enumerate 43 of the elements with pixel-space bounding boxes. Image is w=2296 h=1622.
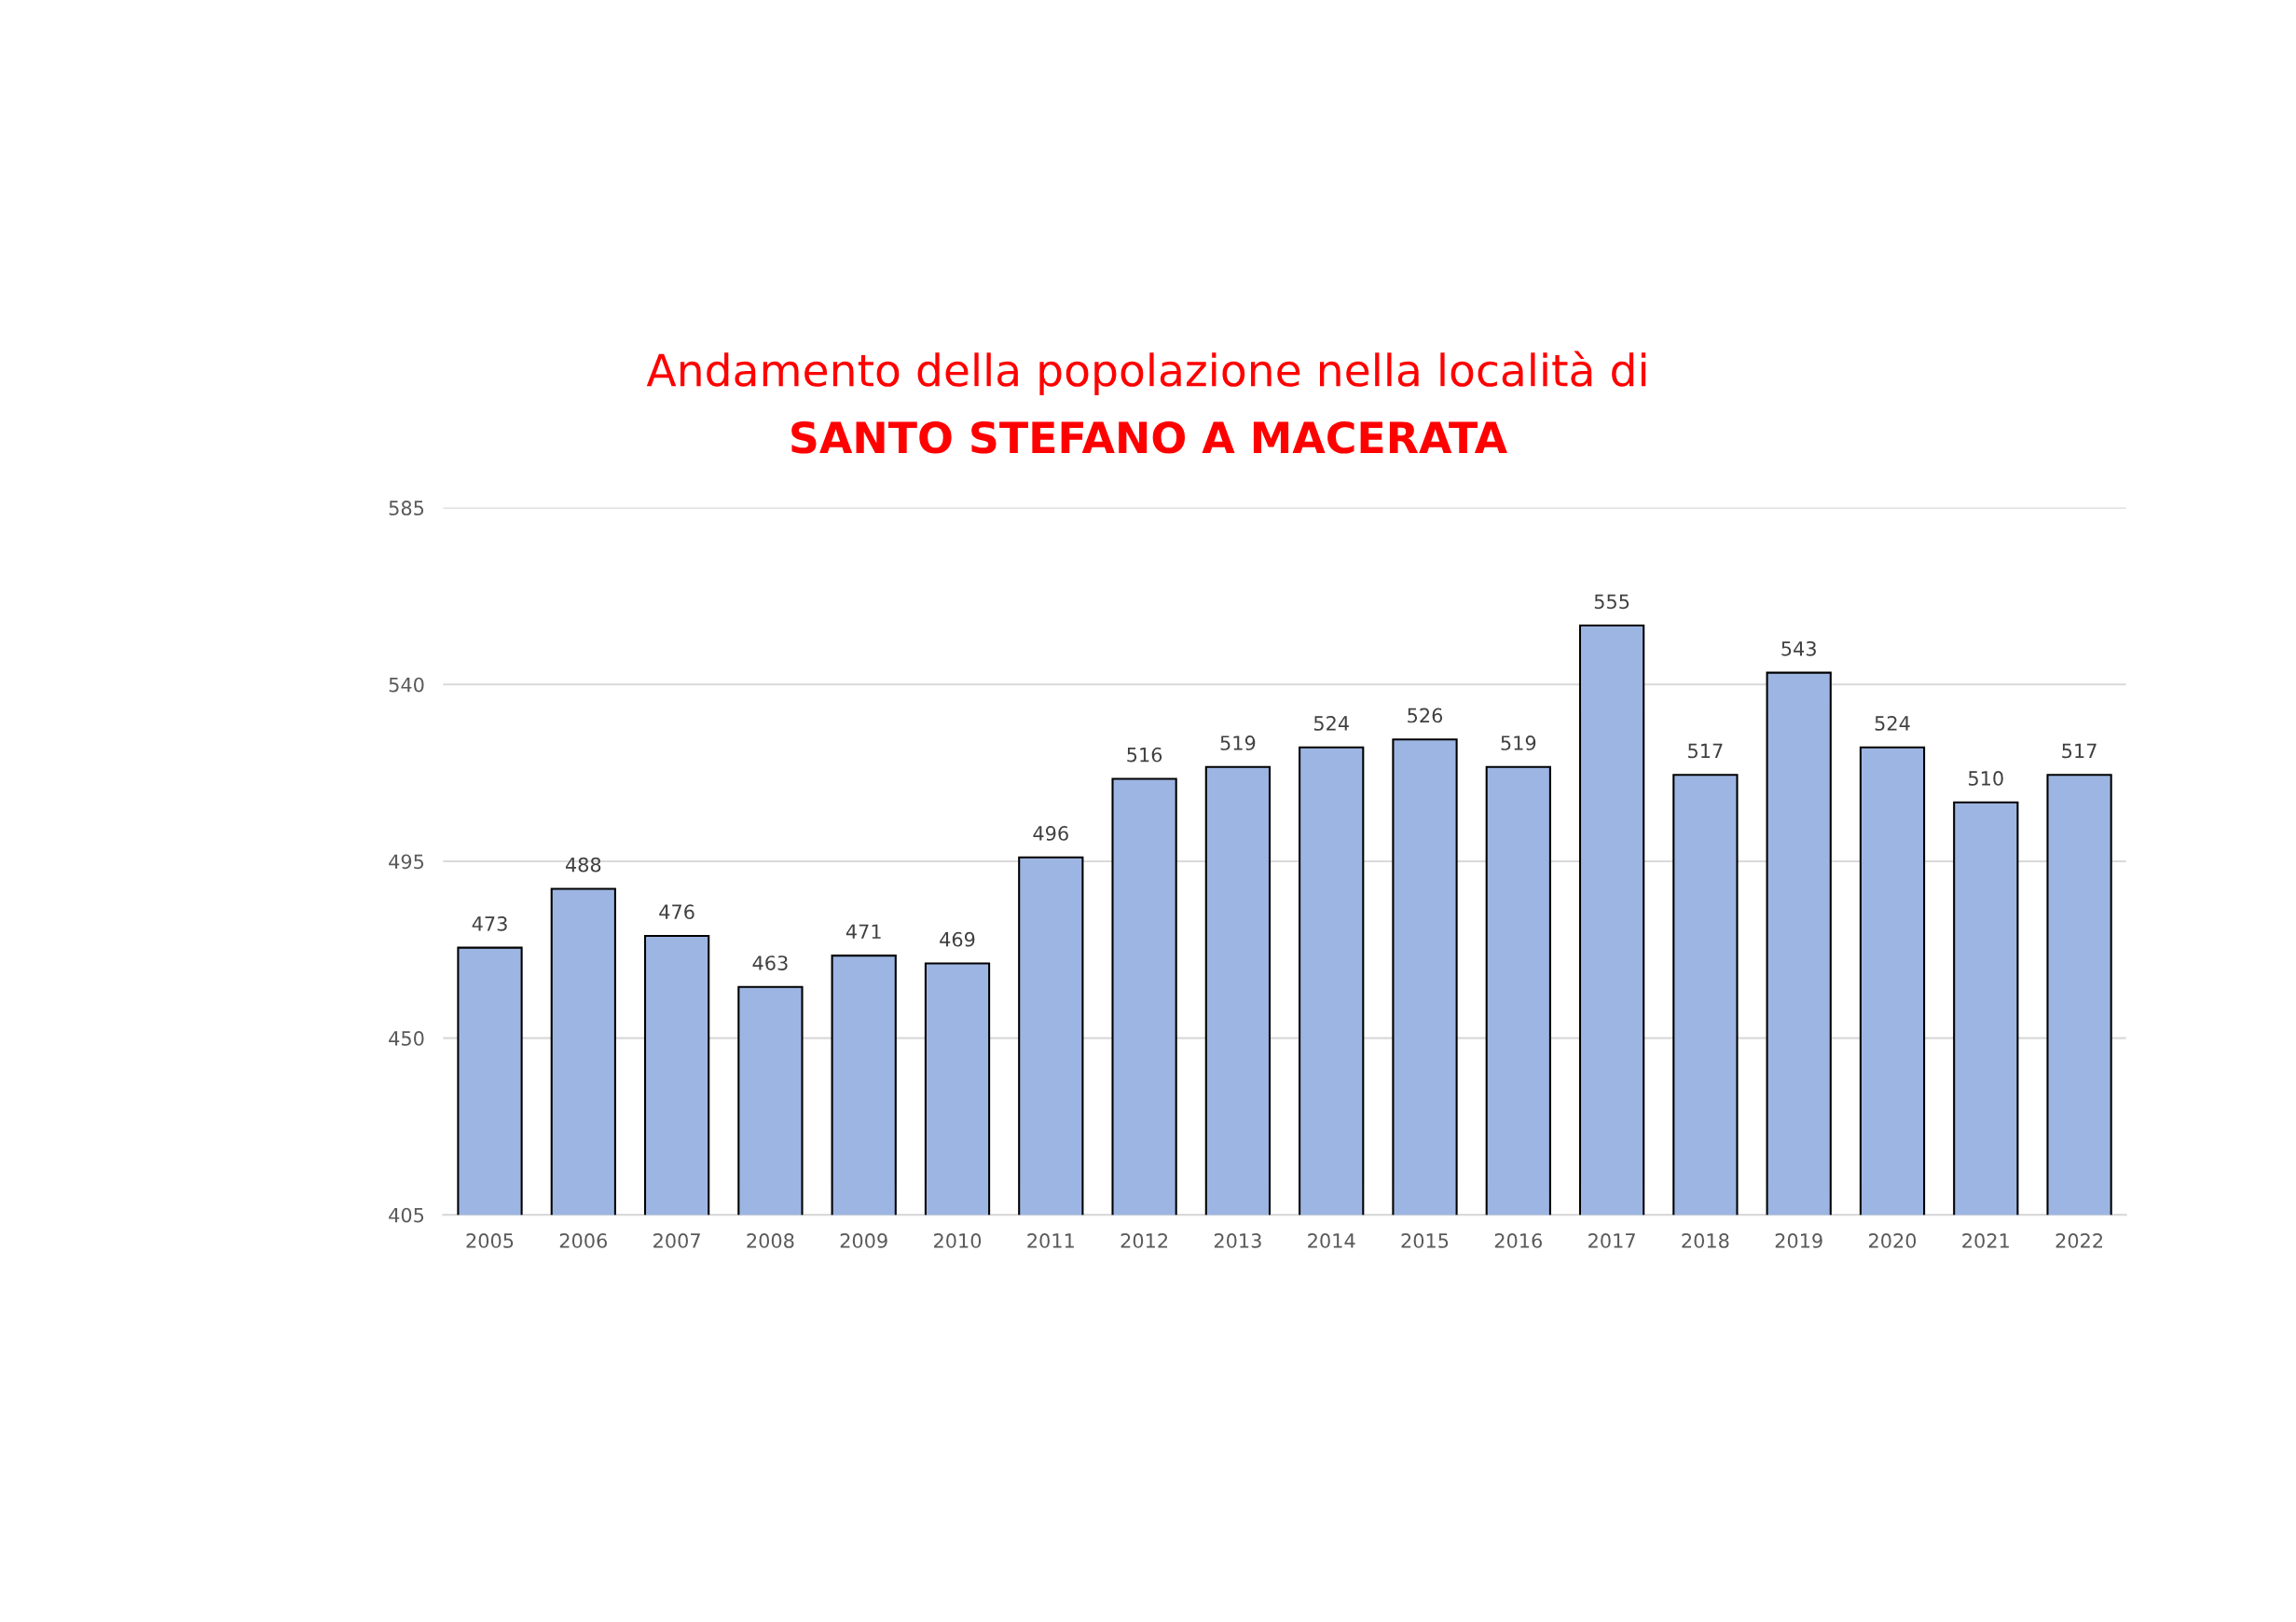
chart-subtitle: SANTO STEFANO A MACERATA bbox=[791, 420, 1507, 454]
x-tick-label: 2009 bbox=[840, 1233, 887, 1248]
y-tick-label: 540 bbox=[389, 677, 424, 693]
x-tick-label: 2011 bbox=[1027, 1233, 1074, 1248]
data-label: 488 bbox=[565, 857, 601, 873]
data-label: 519 bbox=[1220, 735, 1256, 750]
data-label: 469 bbox=[940, 931, 975, 947]
x-tick-label: 2018 bbox=[1682, 1233, 1729, 1248]
x-tick-label: 2017 bbox=[1588, 1233, 1635, 1248]
data-label: 519 bbox=[1501, 735, 1536, 750]
x-tick-label: 2015 bbox=[1401, 1233, 1449, 1248]
x-tick-label: 2022 bbox=[2055, 1233, 2103, 1248]
data-label: 471 bbox=[846, 924, 881, 939]
chart-title: Andamento della popolazione nella località di bbox=[646, 351, 1646, 395]
y-tick-label: 405 bbox=[389, 1207, 424, 1223]
data-label: 524 bbox=[1313, 716, 1349, 731]
data-label: 526 bbox=[1408, 708, 1443, 723]
data-label: 517 bbox=[2062, 743, 2097, 759]
x-tick-label: 2010 bbox=[934, 1233, 982, 1248]
y-tick-label: 450 bbox=[389, 1031, 424, 1046]
x-tick-label: 2012 bbox=[1121, 1233, 1168, 1248]
x-tick-label: 2021 bbox=[1962, 1233, 2009, 1248]
x-tick-label: 2006 bbox=[559, 1233, 607, 1248]
x-tick-label: 2008 bbox=[747, 1233, 794, 1248]
y-tick-label: 495 bbox=[389, 854, 424, 870]
data-label: 476 bbox=[659, 904, 694, 920]
data-label: 524 bbox=[1875, 716, 1910, 731]
data-label: 496 bbox=[1033, 826, 1068, 841]
data-label: 517 bbox=[1688, 743, 1723, 759]
data-label: 555 bbox=[1594, 594, 1629, 610]
data-label: 543 bbox=[1781, 640, 1816, 656]
data-label: 463 bbox=[752, 955, 788, 970]
x-tick-label: 2016 bbox=[1494, 1233, 1542, 1248]
x-tick-label: 2020 bbox=[1869, 1233, 1917, 1248]
x-tick-label: 2007 bbox=[653, 1233, 700, 1248]
data-label: 516 bbox=[1127, 747, 1162, 763]
x-tick-label: 2019 bbox=[1775, 1233, 1822, 1248]
x-tick-label: 2014 bbox=[1308, 1233, 1355, 1248]
data-label: 510 bbox=[1969, 771, 2003, 786]
data-label: 473 bbox=[472, 915, 507, 931]
y-tick-label: 585 bbox=[389, 501, 424, 515]
x-tick-label: 2013 bbox=[1214, 1233, 1261, 1248]
x-tick-label: 2005 bbox=[466, 1233, 514, 1248]
